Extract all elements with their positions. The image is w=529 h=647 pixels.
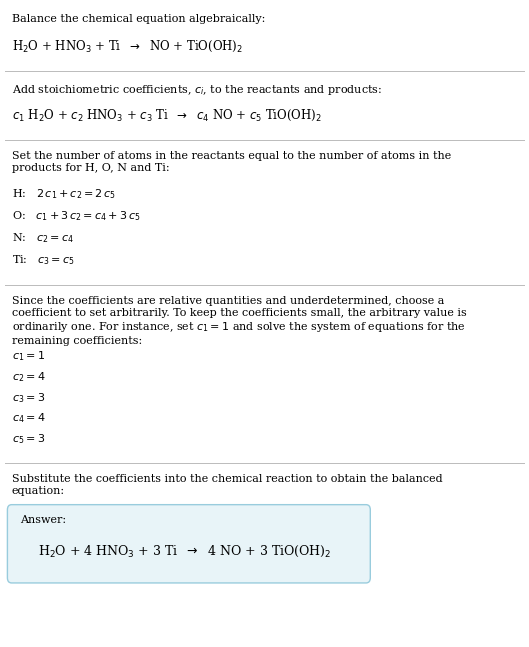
Text: $c_2 = 4$: $c_2 = 4$ bbox=[12, 370, 45, 384]
Text: Since the coefficients are relative quantities and underdetermined, choose a
coe: Since the coefficients are relative quan… bbox=[12, 296, 467, 345]
Text: Balance the chemical equation algebraically:: Balance the chemical equation algebraica… bbox=[12, 14, 265, 24]
FancyBboxPatch shape bbox=[7, 505, 370, 583]
Text: N:   $c_2 = c_4$: N: $c_2 = c_4$ bbox=[12, 231, 74, 245]
Text: Substitute the coefficients into the chemical reaction to obtain the balanced
eq: Substitute the coefficients into the che… bbox=[12, 474, 442, 496]
Text: H$_2$O + 4 HNO$_3$ + 3 Ti  $\rightarrow$  4 NO + 3 TiO(OH)$_2$: H$_2$O + 4 HNO$_3$ + 3 Ti $\rightarrow$ … bbox=[38, 543, 331, 558]
Text: Set the number of atoms in the reactants equal to the number of atoms in the
pro: Set the number of atoms in the reactants… bbox=[12, 151, 451, 173]
Text: H$_2$O + HNO$_3$ + Ti  $\rightarrow$  NO + TiO(OH)$_2$: H$_2$O + HNO$_3$ + Ti $\rightarrow$ NO +… bbox=[12, 39, 243, 54]
Text: $c_1 = 1$: $c_1 = 1$ bbox=[12, 349, 44, 363]
Text: Ti:   $c_3 = c_5$: Ti: $c_3 = c_5$ bbox=[12, 253, 75, 267]
Text: $c_1$ H$_2$O + $c_2$ HNO$_3$ + $c_3$ Ti  $\rightarrow$  $c_4$ NO + $c_5$ TiO(OH): $c_1$ H$_2$O + $c_2$ HNO$_3$ + $c_3$ Ti … bbox=[12, 107, 322, 122]
Text: Add stoichiometric coefficients, $c_i$, to the reactants and products:: Add stoichiometric coefficients, $c_i$, … bbox=[12, 83, 382, 97]
Text: Answer:: Answer: bbox=[20, 515, 66, 525]
Text: $c_3 = 3$: $c_3 = 3$ bbox=[12, 391, 45, 404]
Text: H:   $2\,c_1 + c_2 = 2\,c_5$: H: $2\,c_1 + c_2 = 2\,c_5$ bbox=[12, 187, 116, 201]
Text: $c_4 = 4$: $c_4 = 4$ bbox=[12, 411, 45, 425]
Text: O:   $c_1 + 3\,c_2 = c_4 + 3\,c_5$: O: $c_1 + 3\,c_2 = c_4 + 3\,c_5$ bbox=[12, 209, 140, 223]
Text: $c_5 = 3$: $c_5 = 3$ bbox=[12, 432, 45, 446]
